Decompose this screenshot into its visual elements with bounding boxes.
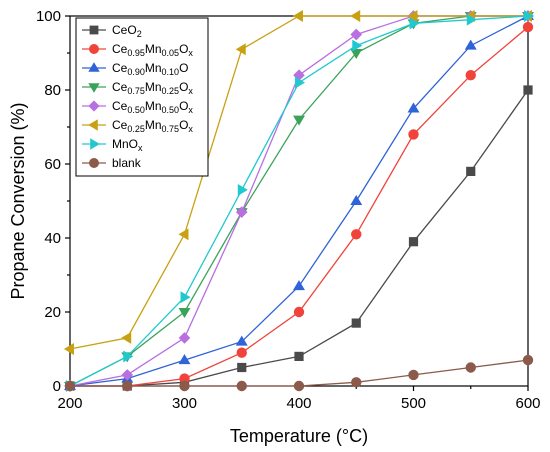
legend-marker — [88, 100, 100, 112]
data-point — [350, 10, 361, 22]
legend-item: Ce0.25Mn0.75Ox — [82, 118, 193, 134]
data-point — [522, 21, 534, 33]
legend-label: Ce0.50Mn0.50Ox — [112, 99, 193, 115]
y-axis-title: Propane Conversion (%) — [8, 102, 28, 299]
legend-item: Ce0.75Mn0.25Ox — [82, 80, 193, 96]
data-point — [121, 331, 132, 344]
legend-item: Ce0.50Mn0.50Ox — [82, 99, 193, 115]
legend-label: Ce0.25Mn0.75Ox — [112, 118, 193, 134]
data-point — [295, 76, 306, 89]
legend: CeO2 Ce0.95Mn0.05Ox Ce0.90Mn0.10O Ce0.75Mn0… — [75, 17, 209, 177]
legend-item: blank — [82, 156, 142, 170]
legend-item: Ce0.95Mn0.05Ox — [82, 42, 193, 58]
data-point — [178, 354, 191, 365]
data-point — [235, 206, 248, 218]
data-point — [293, 115, 305, 126]
legend-marker — [90, 138, 100, 150]
data-point — [236, 347, 247, 358]
data-point — [292, 10, 303, 22]
y-tick-label: 20 — [44, 304, 61, 321]
legend-item: CeO2 — [82, 23, 142, 39]
x-tick-label: 500 — [401, 395, 426, 412]
data-point — [407, 102, 420, 113]
legend-marker — [88, 62, 100, 72]
data-point — [294, 351, 304, 362]
legend-label: Ce0.95Mn0.05Ox — [112, 42, 193, 58]
legend-label: blank — [112, 156, 142, 170]
data-point — [351, 318, 361, 328]
data-point — [350, 194, 363, 205]
data-point — [523, 85, 533, 95]
legend-label: Ce0.75Mn0.25Ox — [112, 80, 193, 96]
legend-label: CeO2 — [112, 23, 142, 39]
data-point — [407, 10, 418, 22]
data-point — [121, 369, 134, 381]
legend-marker — [89, 44, 100, 55]
data-point — [236, 380, 247, 392]
data-point — [64, 380, 76, 392]
data-point — [123, 350, 134, 363]
x-axis-title: Temperature (°C) — [230, 426, 368, 446]
data-point — [466, 13, 477, 26]
series-layer — [63, 9, 535, 393]
data-point — [63, 343, 74, 355]
data-point — [178, 332, 191, 344]
y-tick-label: 100 — [36, 8, 61, 25]
legend-box — [75, 17, 209, 177]
data-point — [522, 354, 534, 366]
data-point — [464, 39, 477, 50]
data-point — [465, 362, 476, 373]
data-point — [235, 43, 246, 56]
y-tick-label: 60 — [44, 156, 61, 173]
data-point — [179, 380, 190, 392]
data-point — [408, 237, 419, 247]
x-tick-label: 300 — [172, 395, 197, 412]
data-point — [237, 183, 248, 196]
data-point — [235, 335, 248, 346]
data-point — [409, 17, 420, 30]
data-point — [350, 49, 363, 60]
x-tick-label: 400 — [286, 395, 311, 412]
data-point — [408, 369, 419, 381]
data-point — [178, 228, 189, 241]
data-point — [122, 380, 133, 392]
data-point — [524, 10, 535, 22]
legend-item: MnOx — [82, 137, 143, 153]
series-MnOx — [66, 10, 535, 392]
legend-marker — [88, 83, 100, 93]
y-tick-label: 40 — [44, 230, 61, 247]
legend-label: MnOx — [112, 137, 143, 153]
data-point — [351, 229, 362, 240]
legend-marker — [89, 157, 100, 168]
data-point — [293, 280, 305, 291]
y-tick-label: 80 — [44, 82, 61, 99]
data-point — [293, 380, 305, 392]
data-point — [350, 28, 363, 41]
data-point — [237, 362, 247, 373]
data-point — [352, 39, 363, 52]
data-point — [465, 69, 476, 81]
data-point — [180, 291, 191, 304]
data-point — [351, 377, 362, 388]
data-point — [466, 166, 476, 176]
legend-marker — [89, 25, 99, 35]
data-point — [408, 129, 419, 140]
legend-label: Ce0.90Mn0.10O — [112, 61, 188, 77]
x-tick-label: 600 — [515, 395, 540, 412]
legend-item: Ce0.90Mn0.10O — [82, 61, 188, 77]
y-tick-label: 0 — [53, 378, 61, 395]
data-point — [293, 306, 305, 318]
legend-marker — [88, 119, 98, 131]
data-point — [178, 308, 191, 319]
x-tick-label: 200 — [57, 395, 82, 412]
series-blank — [64, 354, 534, 392]
